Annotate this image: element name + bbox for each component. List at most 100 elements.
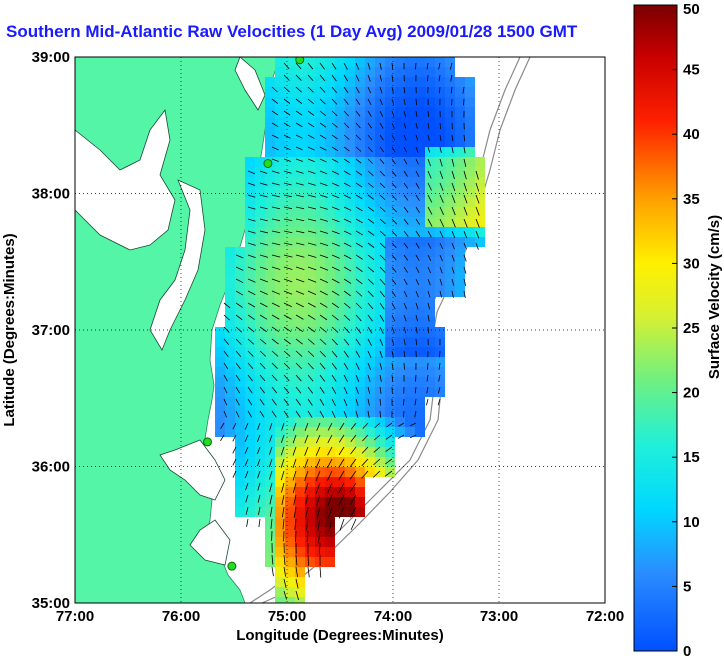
velocity-cell bbox=[355, 347, 365, 357]
velocity-cell bbox=[315, 217, 325, 227]
velocity-vector bbox=[475, 194, 480, 204]
velocity-cell bbox=[225, 317, 235, 327]
velocity-vector bbox=[271, 410, 277, 418]
velocity-cell bbox=[405, 197, 415, 207]
velocity-cell bbox=[305, 437, 315, 447]
velocity-cell bbox=[265, 127, 275, 137]
velocity-vector bbox=[367, 254, 375, 261]
velocity-cell bbox=[295, 547, 305, 557]
velocity-cell bbox=[455, 167, 465, 177]
velocity-cell bbox=[325, 67, 335, 77]
velocity-cell bbox=[435, 267, 445, 277]
velocity-vector bbox=[361, 446, 369, 454]
velocity-cell bbox=[355, 357, 365, 367]
velocity-cell bbox=[265, 437, 275, 447]
velocity-cell bbox=[325, 517, 335, 527]
velocity-cell bbox=[375, 377, 385, 387]
velocity-cell bbox=[445, 117, 455, 127]
velocity-vector bbox=[463, 218, 468, 228]
velocity-vector bbox=[257, 470, 261, 479]
velocity-vector bbox=[367, 314, 373, 322]
velocity-vector bbox=[295, 590, 299, 601]
velocity-cell bbox=[365, 57, 375, 67]
velocity-vector bbox=[415, 206, 420, 213]
velocity-vector bbox=[223, 398, 228, 406]
velocity-cell bbox=[295, 187, 305, 197]
colorbar-tick-label: 0 bbox=[683, 643, 691, 659]
velocity-cell bbox=[265, 267, 275, 277]
velocity-cell bbox=[285, 317, 295, 327]
velocity-cell bbox=[365, 457, 375, 467]
velocity-cell bbox=[405, 427, 415, 437]
velocity-cell bbox=[345, 467, 355, 477]
velocity-vector bbox=[223, 386, 228, 394]
velocity-cell bbox=[335, 67, 345, 77]
velocity-cell bbox=[395, 57, 405, 67]
velocity-vector bbox=[268, 458, 273, 468]
velocity-cell bbox=[315, 307, 325, 317]
velocity-vector bbox=[295, 242, 305, 246]
velocity-cell bbox=[335, 197, 345, 207]
velocity-cell bbox=[445, 237, 455, 247]
velocity-cell bbox=[295, 107, 305, 117]
velocity-vector bbox=[223, 314, 230, 321]
velocity-vector bbox=[271, 350, 279, 357]
velocity-cell bbox=[455, 107, 465, 117]
velocity-vector bbox=[292, 458, 297, 469]
velocity-cell bbox=[275, 367, 285, 377]
velocity-vector bbox=[367, 158, 373, 164]
velocity-cell bbox=[265, 307, 275, 317]
velocity-cell bbox=[315, 537, 325, 547]
velocity-vector bbox=[426, 74, 429, 82]
velocity-vector bbox=[475, 206, 480, 216]
velocity-vector bbox=[367, 386, 371, 394]
velocity-cell bbox=[325, 427, 335, 437]
velocity-cell bbox=[385, 57, 395, 67]
velocity-cell bbox=[285, 277, 295, 287]
velocity-vector bbox=[367, 410, 370, 418]
velocity-cell bbox=[345, 357, 355, 367]
velocity-vector bbox=[307, 278, 317, 283]
velocity-cell bbox=[315, 267, 325, 277]
velocity-cell bbox=[305, 127, 315, 137]
velocity-vector bbox=[398, 422, 405, 427]
velocity-vector bbox=[355, 158, 362, 164]
velocity-vector bbox=[259, 302, 268, 308]
velocity-vector bbox=[331, 206, 340, 211]
velocity-vector bbox=[350, 422, 357, 430]
velocity-vector bbox=[295, 206, 305, 210]
velocity-cell bbox=[365, 317, 375, 327]
velocity-cell bbox=[355, 437, 365, 447]
velocity-vector bbox=[271, 110, 279, 116]
velocity-cell bbox=[405, 187, 415, 197]
velocity-vector bbox=[245, 482, 249, 491]
velocity-cell bbox=[315, 277, 325, 287]
velocity-cell bbox=[425, 237, 435, 247]
velocity-cell bbox=[365, 257, 375, 267]
velocity-vector bbox=[451, 218, 456, 228]
velocity-cell bbox=[415, 367, 425, 377]
velocity-vector bbox=[379, 182, 386, 189]
velocity-cell bbox=[325, 87, 335, 97]
velocity-vector bbox=[391, 374, 394, 382]
velocity-vector bbox=[295, 350, 303, 357]
velocity-cell bbox=[405, 67, 415, 77]
velocity-cell bbox=[385, 307, 395, 317]
velocity-cell bbox=[285, 107, 295, 117]
velocity-cell bbox=[445, 167, 455, 177]
velocity-vector bbox=[281, 494, 285, 506]
velocity-vector bbox=[379, 62, 382, 70]
velocity-cell bbox=[295, 597, 305, 603]
velocity-vector bbox=[244, 434, 249, 442]
velocity-vector bbox=[343, 62, 348, 70]
velocity-vector bbox=[259, 278, 268, 283]
velocity-cell bbox=[315, 437, 325, 447]
velocity-cell bbox=[315, 197, 325, 207]
velocity-cell bbox=[335, 287, 345, 297]
velocity-vector bbox=[403, 218, 409, 225]
velocity-cell bbox=[365, 327, 375, 337]
velocity-cell bbox=[305, 407, 315, 417]
velocity-cell bbox=[245, 267, 255, 277]
velocity-vector bbox=[367, 338, 372, 346]
